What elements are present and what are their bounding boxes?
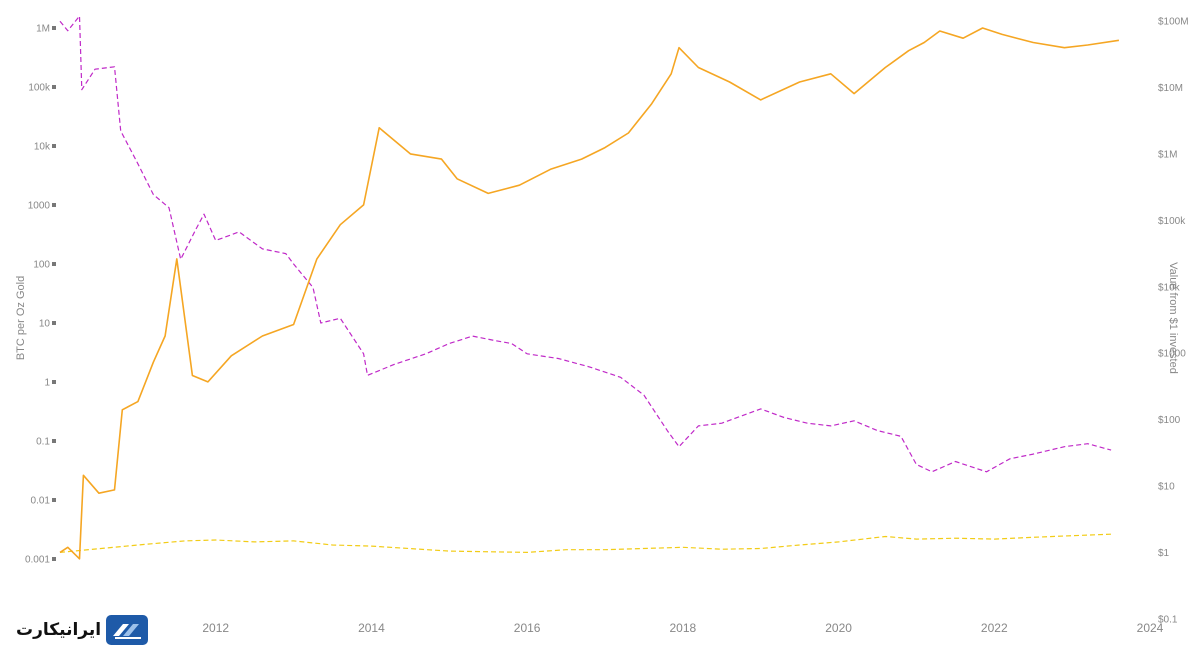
left-tick-label: 10: [39, 319, 51, 330]
right-tick-label: $1: [1158, 548, 1170, 559]
brand-logo: ایرانیکارت: [12, 612, 154, 648]
left-tick-marker: [52, 203, 56, 207]
x-tick-label: 2018: [670, 621, 697, 635]
left-tick-label: 10k: [34, 142, 51, 153]
left-tick-label: 0.01: [31, 496, 51, 507]
left-axis-title: BTC per Oz Gold: [15, 276, 27, 360]
series-line-gold-value: [59, 533, 1112, 553]
logo-text: ایرانیکارت: [16, 620, 102, 640]
right-tick-label: $0.1: [1158, 615, 1178, 626]
left-tick-label: 1000: [28, 201, 51, 212]
left-tick-label: 0.001: [25, 555, 50, 566]
series-lines: [59, 15, 1120, 560]
right-tick-label: $100M: [1158, 17, 1189, 28]
x-tick-label: 2022: [981, 621, 1008, 635]
right-tick-label: $1000: [1158, 349, 1186, 360]
left-tick-marker: [52, 262, 56, 266]
x-tick-label: 2012: [202, 621, 229, 635]
left-tick-label: 100k: [28, 83, 51, 94]
left-tick-marker: [52, 85, 56, 89]
x-axis-ticks: 2012 2014 2016 2018 2020 2022 2024: [202, 621, 1163, 635]
right-axis-title: Value from $1 invested: [1167, 262, 1179, 374]
left-tick-label: 1M: [36, 24, 50, 35]
right-tick-label: $100k: [1158, 216, 1186, 227]
right-tick-label: $10: [1158, 482, 1175, 493]
left-tick-marker: [52, 321, 56, 325]
left-tick-marker: [52, 557, 56, 561]
right-axis-ticks: $100M $10M $1M $100k $10k $1000 $100 $10 $1 $0.1: [1158, 17, 1189, 626]
x-tick-label: 2020: [825, 621, 852, 635]
series-line-btc-per-gold: [59, 15, 1112, 473]
left-tick-marker: [52, 439, 56, 443]
left-tick-label: 0.1: [36, 437, 50, 448]
card-icon: [106, 615, 149, 645]
x-tick-label: 2014: [358, 621, 385, 635]
left-tick-label: 100: [33, 260, 50, 271]
left-tick-label: 1: [44, 378, 50, 389]
left-tick-marker: [52, 380, 56, 384]
right-tick-label: $1M: [1158, 149, 1177, 160]
x-tick-label: 2016: [514, 621, 541, 635]
right-tick-label: $10k: [1158, 282, 1181, 293]
right-tick-label: $10M: [1158, 83, 1183, 94]
left-tick-marker: [52, 26, 56, 30]
series-line-btc-value: [59, 27, 1120, 560]
left-tick-marker: [52, 144, 56, 148]
x-tick-label: 2024: [1137, 621, 1164, 635]
left-tick-marker: [52, 498, 56, 502]
right-tick-label: $100: [1158, 415, 1181, 426]
